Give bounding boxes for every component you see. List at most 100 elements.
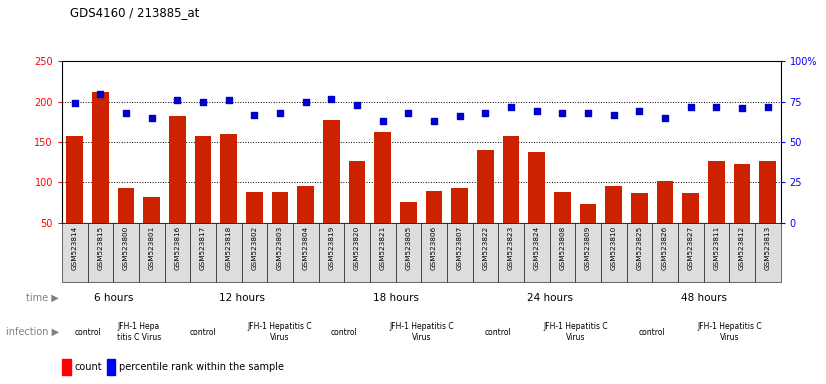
Text: GSM523801: GSM523801 (149, 226, 154, 270)
Text: time ▶: time ▶ (26, 293, 59, 303)
Point (197, 99, 210, 105)
Text: GSM523824: GSM523824 (534, 226, 539, 270)
Point (582, 110, 595, 116)
FancyBboxPatch shape (190, 223, 216, 282)
Bar (93, 92, 109, 223)
Text: GSM523804: GSM523804 (303, 226, 309, 270)
Bar (529, 152, 545, 223)
Bar (118, 188, 135, 223)
Text: JFH-1 Hepatitis C
Virus: JFH-1 Hepatitis C Virus (248, 323, 312, 342)
Text: control: control (74, 328, 101, 337)
Bar (708, 161, 724, 223)
Point (401, 110, 415, 116)
Text: GSM523821: GSM523821 (380, 226, 386, 270)
Point (633, 108, 646, 114)
Point (684, 104, 697, 110)
FancyBboxPatch shape (139, 223, 164, 282)
Point (325, 96, 338, 102)
FancyBboxPatch shape (88, 223, 113, 282)
FancyBboxPatch shape (653, 223, 678, 282)
FancyBboxPatch shape (396, 223, 421, 282)
Text: GSM523814: GSM523814 (72, 226, 78, 270)
Text: control: control (331, 328, 358, 337)
Text: control: control (638, 328, 666, 337)
Point (658, 115, 672, 121)
FancyBboxPatch shape (241, 223, 268, 282)
Text: 48 hours: 48 hours (681, 293, 727, 303)
Bar (733, 164, 750, 223)
Text: GDS4160 / 213885_at: GDS4160 / 213885_at (70, 6, 200, 19)
FancyBboxPatch shape (704, 223, 729, 282)
FancyBboxPatch shape (601, 223, 627, 282)
FancyBboxPatch shape (678, 223, 704, 282)
Text: GSM523806: GSM523806 (431, 226, 437, 270)
Text: GSM523817: GSM523817 (200, 226, 206, 270)
FancyBboxPatch shape (268, 223, 293, 282)
Bar (452, 188, 468, 223)
FancyBboxPatch shape (524, 223, 549, 282)
Point (453, 113, 467, 119)
Bar (580, 204, 596, 223)
Point (607, 112, 620, 118)
Bar (66, 136, 83, 223)
Text: control: control (485, 328, 511, 337)
Text: control: control (190, 328, 216, 337)
Text: GSM523823: GSM523823 (508, 226, 514, 270)
Point (69, 100, 82, 106)
Point (222, 97, 235, 103)
FancyBboxPatch shape (370, 223, 396, 282)
Text: GSM523825: GSM523825 (636, 226, 643, 270)
Text: GSM523827: GSM523827 (688, 226, 694, 270)
FancyBboxPatch shape (62, 223, 88, 282)
Text: JFH-1 Hepatitis C
Virus: JFH-1 Hepatitis C Virus (697, 323, 762, 342)
Text: GSM523818: GSM523818 (225, 226, 232, 270)
Point (120, 110, 133, 116)
Text: GSM523805: GSM523805 (406, 226, 411, 270)
Bar (272, 192, 288, 223)
Text: JFH-1 Hepa
titis C Virus: JFH-1 Hepa titis C Virus (116, 323, 161, 342)
Point (505, 104, 518, 110)
Point (248, 112, 261, 118)
Text: GSM523819: GSM523819 (329, 226, 335, 270)
Text: GSM523820: GSM523820 (354, 226, 360, 270)
Point (145, 115, 159, 121)
Text: 24 hours: 24 hours (527, 293, 572, 303)
Text: GSM523800: GSM523800 (123, 226, 129, 270)
Text: GSM523810: GSM523810 (610, 226, 617, 270)
Point (350, 102, 363, 108)
Text: infection ▶: infection ▶ (6, 327, 59, 337)
Bar (554, 192, 571, 223)
Bar (297, 186, 314, 223)
Point (376, 118, 389, 124)
Bar (503, 136, 520, 223)
FancyBboxPatch shape (472, 223, 498, 282)
FancyBboxPatch shape (293, 223, 319, 282)
Text: JFH-1 Hepatitis C
Virus: JFH-1 Hepatitis C Virus (543, 323, 608, 342)
FancyBboxPatch shape (498, 223, 524, 282)
FancyBboxPatch shape (113, 223, 139, 282)
Point (556, 110, 569, 116)
Point (479, 110, 492, 116)
Text: count: count (74, 362, 102, 372)
Text: GSM523816: GSM523816 (174, 226, 180, 270)
FancyBboxPatch shape (549, 223, 575, 282)
FancyBboxPatch shape (319, 223, 344, 282)
Bar (144, 197, 160, 223)
FancyBboxPatch shape (164, 223, 190, 282)
FancyBboxPatch shape (755, 223, 781, 282)
Bar (374, 132, 391, 223)
Text: GSM523803: GSM523803 (277, 226, 283, 270)
FancyBboxPatch shape (729, 223, 755, 282)
Text: GSM523822: GSM523822 (482, 226, 488, 270)
Text: GSM523826: GSM523826 (662, 226, 668, 270)
FancyBboxPatch shape (447, 223, 472, 282)
Bar (400, 202, 417, 223)
Bar (425, 191, 443, 223)
Point (428, 118, 441, 124)
FancyBboxPatch shape (575, 223, 601, 282)
Bar (605, 186, 622, 223)
Bar (246, 192, 263, 223)
Text: GSM523802: GSM523802 (251, 226, 258, 270)
FancyBboxPatch shape (344, 223, 370, 282)
Point (171, 97, 184, 103)
